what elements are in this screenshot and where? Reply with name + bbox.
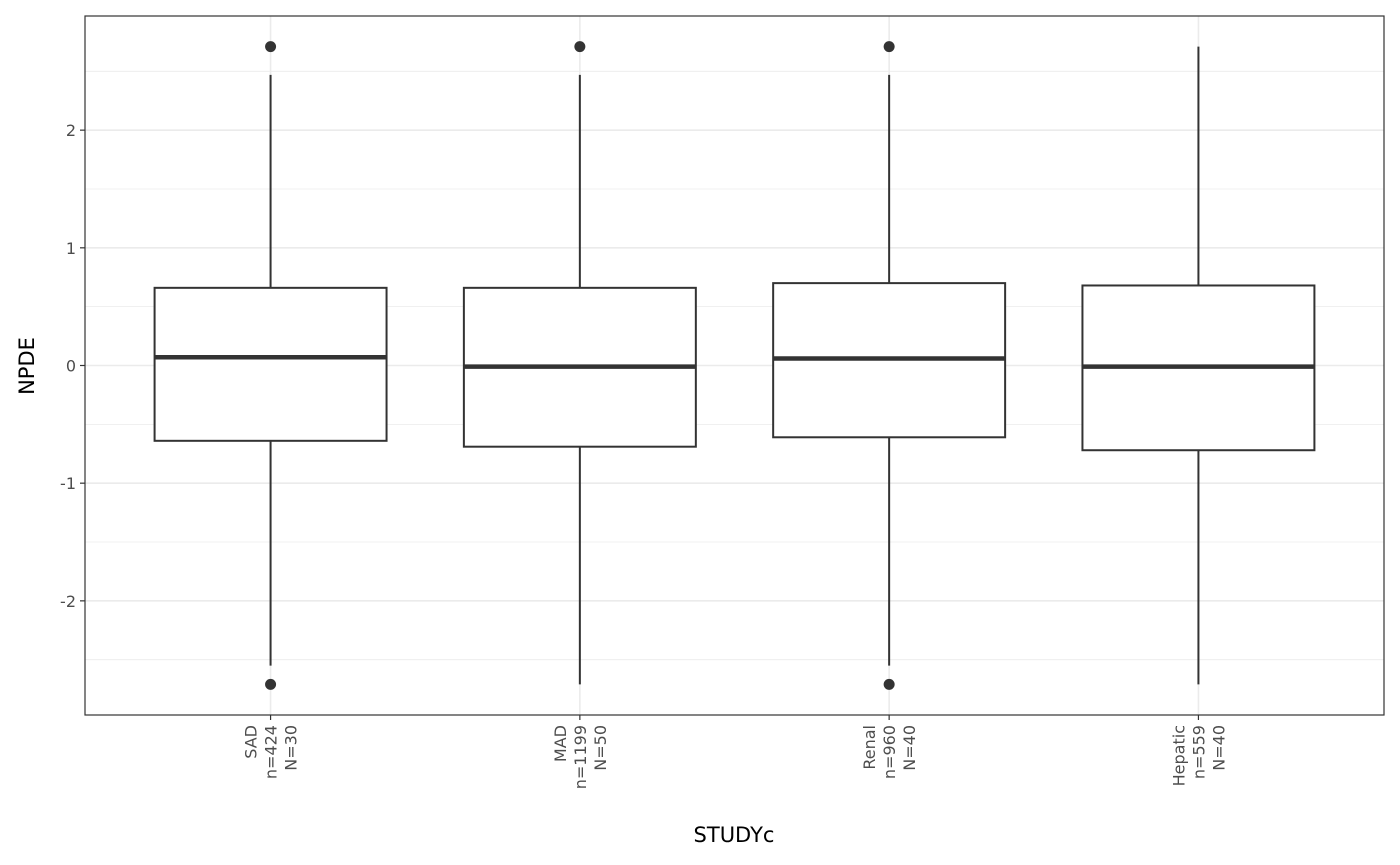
- x-tick-label: Hepatic: [1169, 725, 1188, 786]
- x-tick-label: N=40: [900, 725, 919, 771]
- x-tick-label: n=559: [1189, 725, 1208, 779]
- boxes: [153, 41, 1316, 690]
- box-renal: [772, 41, 1007, 690]
- x-tick-label: n=960: [880, 725, 899, 779]
- y-tick-label: 2: [66, 121, 76, 140]
- x-tick-label: n=1199: [571, 725, 590, 789]
- y-tick-label: -1: [60, 474, 76, 493]
- outlier-point: [265, 41, 277, 53]
- x-axis-title: STUDYc: [694, 823, 775, 847]
- y-axis-title: NPDE: [15, 337, 39, 395]
- y-tick-label: 0: [66, 357, 76, 376]
- x-tick-label: MAD: [551, 725, 570, 762]
- x-tick-label: N=40: [1209, 725, 1228, 771]
- x-tick-label: N=30: [282, 725, 301, 771]
- x-tick-label: Renal: [860, 725, 879, 770]
- x-tick-label: n=424: [262, 725, 281, 779]
- y-tick-label: -2: [60, 592, 76, 611]
- x-tick-label: N=50: [591, 725, 610, 771]
- outlier-point: [883, 678, 895, 690]
- y-tick-label: 1: [66, 239, 76, 258]
- x-axis: SAD n=424 N=30 MAD n=1199 N=50 Renal n=960 N=40 H…: [242, 715, 1228, 789]
- outlier-point: [574, 41, 586, 53]
- box-mad: [462, 41, 697, 685]
- y-axis: -2 -1 0 1 2: [60, 121, 85, 611]
- outlier-point: [883, 41, 895, 53]
- iqr-box: [153, 286, 388, 442]
- x-tick-label: SAD: [242, 725, 261, 759]
- outlier-point: [265, 678, 277, 690]
- box-hepatic: [1081, 46, 1316, 685]
- box-sad: [153, 41, 388, 690]
